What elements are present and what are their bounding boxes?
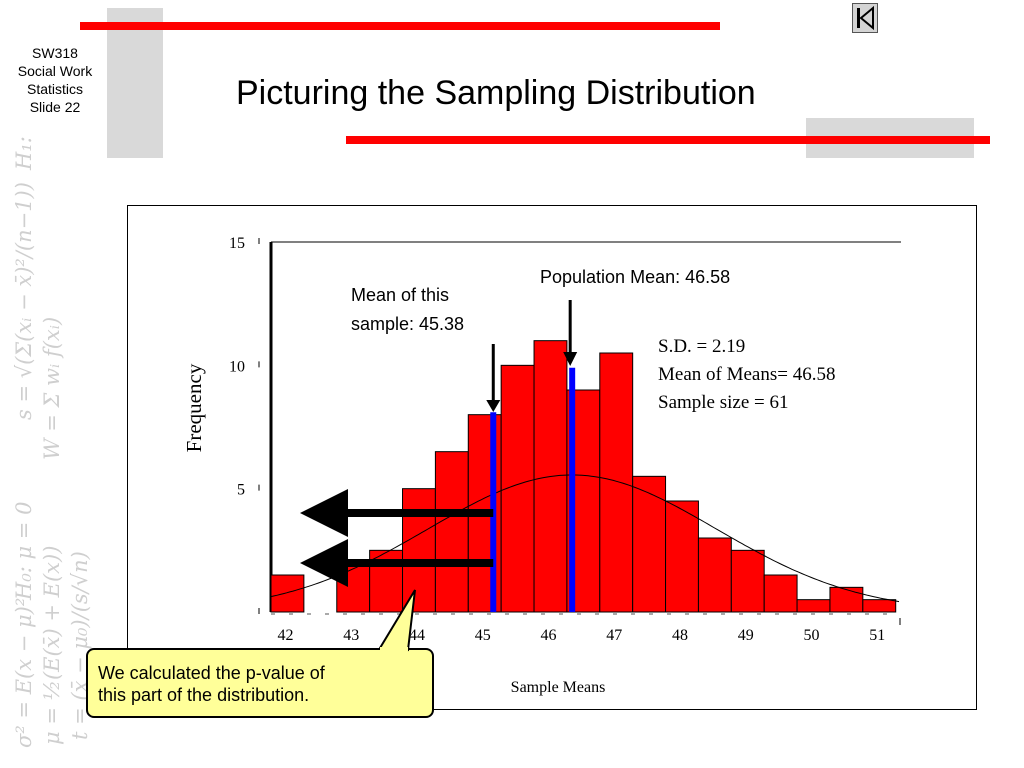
course-code: SW318: [32, 45, 78, 61]
histogram-bar: [862, 599, 897, 613]
skip-to-start-icon: [857, 5, 874, 31]
histogram-bar: [763, 574, 798, 613]
normal-curve: [270, 474, 900, 603]
stats-text: S.D. = 2.19: [658, 336, 745, 357]
histogram-bar: [697, 537, 732, 613]
formula-watermark-text: s = √(Σ(xᵢ − x̄)²/(n−1)): [12, 182, 36, 420]
histogram-bar: [599, 352, 634, 613]
callout-line: We calculated the p-value of: [98, 663, 325, 683]
sample-mean-arrowhead: [486, 400, 501, 412]
population-mean-label: Population Mean: 46.58: [540, 267, 730, 287]
x-tick-label: 51: [869, 627, 885, 644]
x-tick-label: 48: [672, 627, 688, 644]
histogram-bar: [665, 500, 699, 613]
x-axis-title: Sample Means: [511, 679, 606, 696]
formula-watermark-text: H₁: μ < 0: [12, 130, 36, 170]
x-tick-label: 43: [343, 627, 359, 644]
stats-text: Sample size = 61: [658, 392, 789, 413]
callout-line: this part of the distribution.: [98, 685, 310, 705]
slide-title: Picturing the Sampling Distribution: [236, 74, 756, 112]
decorative-red-line-mid: [346, 136, 990, 144]
histogram-bar: [434, 451, 469, 613]
first-slide-button[interactable]: [852, 3, 878, 33]
histogram-chart: 15 10 5 42 43 44 45 46 47 48 49 50 51 Sample Means Fre…: [127, 205, 977, 710]
x-tick-label: 44: [409, 627, 425, 644]
formula-watermark-text: H₀: μ = 0: [12, 501, 36, 600]
population-mean-arrowhead: [563, 352, 578, 366]
decorative-red-line-top: [80, 22, 720, 30]
histogram-bar: [632, 475, 667, 613]
callout-box: We calculated the p-value of this part o…: [86, 648, 434, 718]
x-tick-label: 45: [475, 627, 491, 644]
decorative-gray-bar: [107, 8, 163, 158]
y-tick-label: 10: [229, 358, 245, 375]
course-info: SW318 Social Work Statistics Slide 22: [0, 44, 110, 116]
sample-mean-label: sample: 45.38: [351, 314, 464, 334]
y-axis-title: Frequency: [182, 363, 206, 452]
x-tick-label: 42: [277, 627, 293, 644]
stats-text: Mean of Means= 46.58: [658, 364, 835, 385]
y-tick-label: 5: [237, 482, 245, 499]
tail-arrow-head: [300, 489, 348, 537]
histogram-bar: [796, 599, 831, 613]
course-subject: Statistics: [26, 81, 83, 97]
histogram-bar: [730, 549, 765, 613]
tail-arrow-shaft: [346, 509, 494, 517]
y-tick-label: 15: [229, 235, 245, 252]
x-tick-label: 47: [606, 627, 622, 644]
histogram-svg: 15 10 5 42 43 44 45 46 47 48 49 50 51 Sample Means Fre…: [182, 235, 901, 696]
tail-arrow-head: [300, 539, 348, 587]
histogram-bar: [829, 586, 864, 613]
histogram-bar: [270, 574, 305, 613]
slide-number: Slide 22: [29, 99, 81, 115]
x-tick-label: 49: [738, 627, 754, 644]
formula-watermark-text: μ = ½(E(x̄) + E(x)): [40, 545, 64, 745]
x-tick-label: 46: [540, 627, 556, 644]
formula-watermark-text: W = Σ wᵢ f(xᵢ): [40, 316, 64, 460]
callout-pointer: [378, 589, 416, 652]
tail-arrow-shaft: [346, 559, 494, 567]
x-tick-label: 50: [804, 627, 820, 644]
course-name: Social Work: [17, 63, 93, 79]
sample-mean-label: Mean of this: [351, 285, 449, 305]
formula-watermark-text: σ² = E(x − μ)²: [12, 597, 36, 748]
